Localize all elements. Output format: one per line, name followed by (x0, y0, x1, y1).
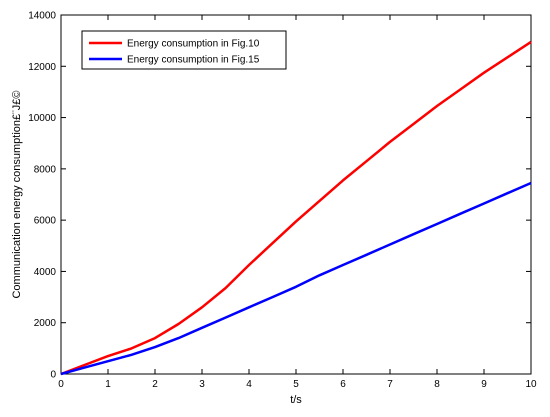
x-tick-label: 10 (525, 379, 537, 390)
y-tick-label: 14000 (28, 11, 56, 22)
series-line-2 (60, 181, 532, 376)
plot-frame (60, 14, 532, 375)
x-tick-label: 2 (152, 379, 158, 390)
x-tick-label: 5 (293, 379, 299, 390)
x-tick-label: 6 (340, 379, 346, 390)
y-axis-ticks: 0 2000 4000 6000 8000 10000 12000 14000 (28, 11, 531, 381)
series-layer (60, 40, 532, 376)
x-tick-label: 0 (58, 379, 64, 390)
legend-label-2: Energy consumption in Fig.15 (127, 55, 260, 66)
x-axis-ticks: 0 1 2 3 4 5 6 7 8 9 10 (58, 15, 537, 390)
x-tick-label: 7 (387, 379, 393, 390)
legend-box (81, 30, 287, 70)
legend: Energy consumption in Fig.10 Energy consu… (81, 30, 287, 70)
y-tick-label: 8000 (34, 164, 57, 175)
x-axis-label: t/s (290, 394, 302, 406)
legend-label-1: Energy consumption in Fig.10 (127, 39, 260, 50)
series-line-1 (60, 40, 532, 376)
y-tick-label: 6000 (34, 216, 57, 227)
y-axis-label: Communication energy consumption£¨J£© (11, 90, 23, 298)
x-tick-label: 3 (199, 379, 205, 390)
x-tick-label: 4 (246, 379, 252, 390)
x-tick-label: 9 (481, 379, 487, 390)
y-tick-label: 0 (50, 370, 56, 381)
x-tick-label: 1 (105, 379, 111, 390)
y-tick-label: 2000 (34, 318, 57, 329)
x-tick-label: 8 (434, 379, 440, 390)
plot-area (60, 14, 532, 375)
y-tick-label: 12000 (28, 62, 56, 73)
y-tick-label: 10000 (28, 113, 56, 124)
y-tick-label: 4000 (34, 267, 57, 278)
